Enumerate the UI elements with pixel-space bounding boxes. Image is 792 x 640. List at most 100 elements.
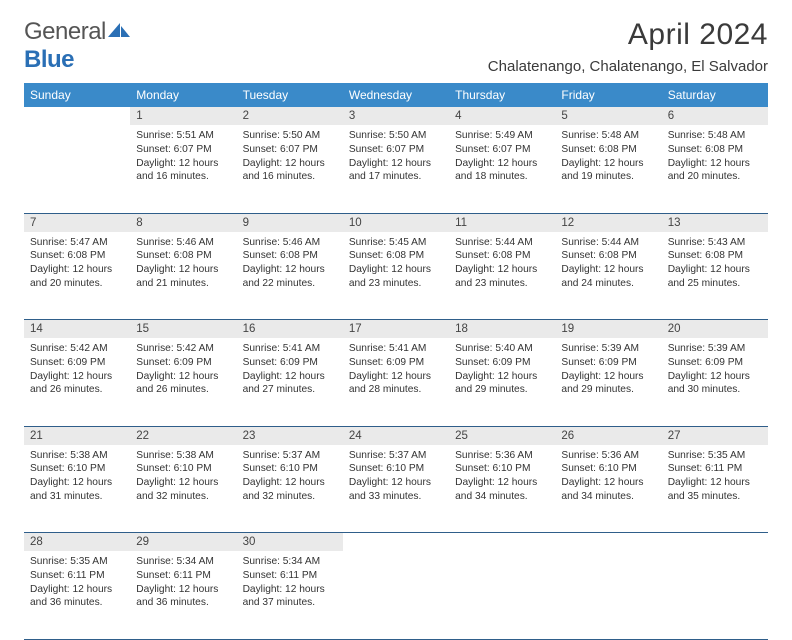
sunrise-text: Sunrise: 5:34 AM (136, 555, 230, 569)
weekday-header: Sunday (24, 83, 130, 107)
sunrise-text: Sunrise: 5:38 AM (136, 449, 230, 463)
sunset-text: Sunset: 6:07 PM (349, 143, 443, 157)
day-cell: Sunrise: 5:44 AMSunset: 6:08 PMDaylight:… (449, 232, 555, 320)
day-cell-body: Sunrise: 5:47 AMSunset: 6:08 PMDaylight:… (24, 232, 130, 297)
day-number-cell: 15 (130, 320, 236, 339)
day-number-row: 78910111213 (24, 213, 768, 232)
sunset-text: Sunset: 6:11 PM (243, 569, 337, 583)
day-number-cell: 26 (555, 426, 661, 445)
day-number-cell: 6 (662, 107, 768, 125)
day-number-row: 123456 (24, 107, 768, 125)
day-number-cell (662, 533, 768, 552)
day-cell-body: Sunrise: 5:39 AMSunset: 6:09 PMDaylight:… (555, 338, 661, 403)
day-cell-body: Sunrise: 5:45 AMSunset: 6:08 PMDaylight:… (343, 232, 449, 297)
day-cell: Sunrise: 5:42 AMSunset: 6:09 PMDaylight:… (24, 338, 130, 426)
day-cell-body: Sunrise: 5:35 AMSunset: 6:11 PMDaylight:… (662, 445, 768, 510)
day-cell-body: Sunrise: 5:51 AMSunset: 6:07 PMDaylight:… (130, 125, 236, 190)
day-cell: Sunrise: 5:50 AMSunset: 6:07 PMDaylight:… (237, 125, 343, 213)
sunrise-text: Sunrise: 5:36 AM (455, 449, 549, 463)
sunset-text: Sunset: 6:08 PM (561, 143, 655, 157)
day-number-cell: 1 (130, 107, 236, 125)
daylight-text: Daylight: 12 hours and 23 minutes. (349, 263, 443, 291)
sunrise-text: Sunrise: 5:40 AM (455, 342, 549, 356)
day-number-cell (343, 533, 449, 552)
sunset-text: Sunset: 6:09 PM (243, 356, 337, 370)
day-cell: Sunrise: 5:41 AMSunset: 6:09 PMDaylight:… (343, 338, 449, 426)
daylight-text: Daylight: 12 hours and 29 minutes. (455, 370, 549, 398)
day-number-cell: 4 (449, 107, 555, 125)
day-number-row: 282930 (24, 533, 768, 552)
day-number-cell (555, 533, 661, 552)
day-cell: Sunrise: 5:42 AMSunset: 6:09 PMDaylight:… (130, 338, 236, 426)
day-number-cell: 22 (130, 426, 236, 445)
sunrise-text: Sunrise: 5:41 AM (243, 342, 337, 356)
brand-logo: General Blue (24, 18, 134, 74)
weekday-header: Thursday (449, 83, 555, 107)
day-number-cell: 19 (555, 320, 661, 339)
day-cell-body: Sunrise: 5:50 AMSunset: 6:07 PMDaylight:… (237, 125, 343, 190)
daylight-text: Daylight: 12 hours and 17 minutes. (349, 157, 443, 185)
day-cell-body: Sunrise: 5:48 AMSunset: 6:08 PMDaylight:… (555, 125, 661, 190)
day-number-cell: 25 (449, 426, 555, 445)
day-cell (555, 551, 661, 639)
sunrise-text: Sunrise: 5:50 AM (349, 129, 443, 143)
daylight-text: Daylight: 12 hours and 20 minutes. (30, 263, 124, 291)
day-cell: Sunrise: 5:36 AMSunset: 6:10 PMDaylight:… (555, 445, 661, 533)
sail-icon (106, 21, 134, 39)
day-number-cell: 11 (449, 213, 555, 232)
title-block: April 2024 Chalatenango, Chalatenango, E… (488, 18, 768, 75)
daylight-text: Daylight: 12 hours and 34 minutes. (561, 476, 655, 504)
brand-word2: Blue (24, 46, 74, 73)
day-cell: Sunrise: 5:35 AMSunset: 6:11 PMDaylight:… (662, 445, 768, 533)
day-cell-body: Sunrise: 5:44 AMSunset: 6:08 PMDaylight:… (555, 232, 661, 297)
sunrise-text: Sunrise: 5:39 AM (668, 342, 762, 356)
day-number-cell: 18 (449, 320, 555, 339)
daylight-text: Daylight: 12 hours and 32 minutes. (243, 476, 337, 504)
weekday-header: Friday (555, 83, 661, 107)
sunrise-text: Sunrise: 5:38 AM (30, 449, 124, 463)
sunset-text: Sunset: 6:11 PM (136, 569, 230, 583)
day-number-cell: 8 (130, 213, 236, 232)
daylight-text: Daylight: 12 hours and 24 minutes. (561, 263, 655, 291)
sunrise-text: Sunrise: 5:47 AM (30, 236, 124, 250)
week-row: Sunrise: 5:38 AMSunset: 6:10 PMDaylight:… (24, 445, 768, 533)
day-number-cell: 30 (237, 533, 343, 552)
header: General Blue April 2024 Chalatenango, Ch… (24, 18, 768, 75)
sunset-text: Sunset: 6:10 PM (455, 462, 549, 476)
sunset-text: Sunset: 6:07 PM (243, 143, 337, 157)
sunset-text: Sunset: 6:08 PM (668, 143, 762, 157)
day-number-cell (449, 533, 555, 552)
day-number-cell: 9 (237, 213, 343, 232)
sunset-text: Sunset: 6:08 PM (30, 249, 124, 263)
daylight-text: Daylight: 12 hours and 32 minutes. (136, 476, 230, 504)
sunset-text: Sunset: 6:08 PM (243, 249, 337, 263)
week-row: Sunrise: 5:35 AMSunset: 6:11 PMDaylight:… (24, 551, 768, 639)
week-row: Sunrise: 5:51 AMSunset: 6:07 PMDaylight:… (24, 125, 768, 213)
day-cell: Sunrise: 5:48 AMSunset: 6:08 PMDaylight:… (555, 125, 661, 213)
daylight-text: Daylight: 12 hours and 36 minutes. (136, 583, 230, 611)
day-cell: Sunrise: 5:45 AMSunset: 6:08 PMDaylight:… (343, 232, 449, 320)
daylight-text: Daylight: 12 hours and 28 minutes. (349, 370, 443, 398)
daylight-text: Daylight: 12 hours and 36 minutes. (30, 583, 124, 611)
daylight-text: Daylight: 12 hours and 27 minutes. (243, 370, 337, 398)
daylight-text: Daylight: 12 hours and 31 minutes. (30, 476, 124, 504)
day-number-cell: 3 (343, 107, 449, 125)
day-cell: Sunrise: 5:39 AMSunset: 6:09 PMDaylight:… (555, 338, 661, 426)
day-cell: Sunrise: 5:37 AMSunset: 6:10 PMDaylight:… (343, 445, 449, 533)
daylight-text: Daylight: 12 hours and 34 minutes. (455, 476, 549, 504)
day-cell: Sunrise: 5:46 AMSunset: 6:08 PMDaylight:… (237, 232, 343, 320)
day-number-cell: 14 (24, 320, 130, 339)
day-cell-body: Sunrise: 5:46 AMSunset: 6:08 PMDaylight:… (130, 232, 236, 297)
day-cell: Sunrise: 5:51 AMSunset: 6:07 PMDaylight:… (130, 125, 236, 213)
daylight-text: Daylight: 12 hours and 16 minutes. (136, 157, 230, 185)
day-cell: Sunrise: 5:41 AMSunset: 6:09 PMDaylight:… (237, 338, 343, 426)
day-number-cell: 16 (237, 320, 343, 339)
weekday-header-row: Sunday Monday Tuesday Wednesday Thursday… (24, 83, 768, 107)
day-cell-body: Sunrise: 5:48 AMSunset: 6:08 PMDaylight:… (662, 125, 768, 190)
day-number-cell (24, 107, 130, 125)
day-cell-body: Sunrise: 5:37 AMSunset: 6:10 PMDaylight:… (237, 445, 343, 510)
sunset-text: Sunset: 6:10 PM (30, 462, 124, 476)
sunrise-text: Sunrise: 5:49 AM (455, 129, 549, 143)
day-cell-body: Sunrise: 5:50 AMSunset: 6:07 PMDaylight:… (343, 125, 449, 190)
day-number-cell: 23 (237, 426, 343, 445)
